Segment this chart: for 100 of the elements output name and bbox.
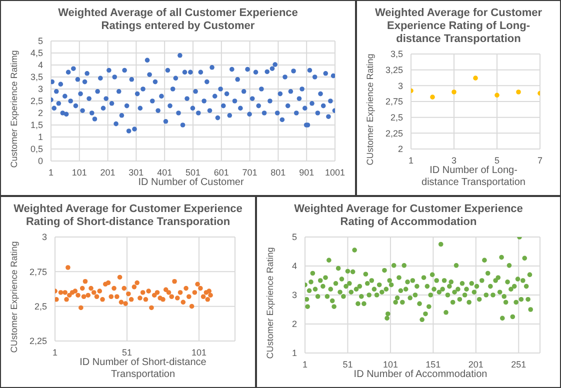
point: [66, 265, 70, 270]
point: [178, 290, 183, 295]
point: [72, 288, 78, 294]
point: [205, 297, 210, 302]
chart-title: Weighted Average of all Customer Experience Ratings entered by Customer: [57, 6, 299, 34]
point: [88, 286, 94, 291]
x-tick-label: 1: [52, 347, 58, 358]
chart-title: Weighted Average for Customer Experience Rating of Long-distance Transportation: [374, 6, 544, 47]
y-tick-label: 0,5: [30, 144, 43, 154]
y-tick-label: 2,75: [29, 266, 47, 277]
point: [67, 292, 72, 298]
x-tick-label: 401: [157, 167, 172, 178]
point: [206, 288, 212, 294]
x-tick-label: 701: [242, 167, 258, 178]
x-tick-label: 51: [342, 359, 353, 370]
x-tick-label: 1: [408, 155, 414, 166]
x-tick-label: 251: [511, 359, 526, 370]
point: [86, 292, 91, 298]
y-tick-label: 2,5: [30, 96, 43, 106]
x-tick-label: 5: [494, 155, 500, 166]
x-tick-label: 3: [451, 155, 457, 166]
x-tick-label: 201: [468, 359, 484, 370]
y-tick-label: 3: [42, 232, 47, 242]
x-tick-label: 501: [185, 167, 201, 178]
point: [112, 286, 116, 291]
y-axis-title: CUstomer Exprience Rating: [9, 241, 19, 353]
y-tick-label: 2: [38, 108, 43, 118]
point: [198, 286, 203, 291]
y-tick-label: 1,5: [30, 120, 43, 130]
y-tick-label: 1: [38, 132, 43, 142]
y-axis-title: CUstomer Exprience Rating: [265, 247, 275, 359]
point: [169, 294, 174, 300]
point: [117, 274, 122, 280]
y-tick-label: 2,5: [34, 302, 47, 312]
chart-title: Weighted Average for Customer Experience Rating of Short-distance Transporation: [12, 202, 244, 230]
x-tick-label: 1: [48, 167, 54, 178]
point: [143, 297, 148, 302]
y-tick-label: 5: [292, 232, 297, 242]
x-tick-label: 101: [191, 347, 207, 358]
point: [123, 301, 128, 306]
point: [189, 304, 194, 309]
y-tick-label: 3: [292, 290, 297, 300]
point: [430, 94, 435, 100]
point: [154, 290, 160, 295]
point: [163, 287, 168, 292]
y-tick-label: 2,5: [390, 112, 403, 123]
point: [494, 92, 500, 98]
x-tick-label: 151: [426, 359, 441, 370]
point: [200, 294, 206, 300]
y-tick-label: 2,75: [385, 96, 403, 107]
point: [192, 290, 198, 295]
point: [132, 284, 137, 290]
point: [122, 286, 127, 291]
point: [473, 76, 478, 80]
point: [58, 290, 64, 295]
point: [76, 292, 80, 298]
point: [97, 288, 102, 294]
point: [108, 294, 114, 300]
x-tick-label: 101: [72, 167, 87, 178]
point: [180, 300, 186, 305]
y-tick-label: 4: [292, 261, 297, 272]
point: [186, 294, 192, 300]
chart-title: Weighted Average for Customer Experience Rating of Accommodation: [293, 202, 524, 230]
y-tick-label: 3,5: [30, 72, 43, 82]
y-axis-title: Customer Experience Ratimg: [9, 50, 19, 168]
y-tick-label: 4,5: [30, 48, 43, 58]
x-tick-label: 101: [382, 359, 398, 370]
x-tick-label: 901: [299, 167, 314, 178]
point: [175, 296, 180, 300]
point: [452, 90, 456, 94]
point: [126, 291, 131, 296]
x-axis-title: ID Number of Customer: [137, 177, 245, 189]
point: [82, 278, 88, 284]
point: [140, 290, 146, 295]
x-axis-title: ID Number of Short-distance Transportation: [78, 357, 208, 381]
x-tick-label: 1001: [324, 167, 346, 178]
x-axis-title: ID Number of Accommodation: [352, 369, 488, 381]
y-axis-title: CUstomer Exprience Rating: [365, 54, 375, 166]
y-tick-label: 4: [38, 60, 43, 70]
x-tick-label: 301: [128, 167, 144, 178]
point: [94, 294, 100, 300]
point: [91, 290, 96, 295]
point: [152, 292, 157, 298]
point: [55, 297, 59, 302]
point: [64, 297, 69, 302]
y-tick-label: 2: [292, 319, 297, 330]
y-tick-label: 3,5: [390, 49, 403, 60]
y-tick-label: 2,25: [385, 128, 403, 138]
x-tick-label: 51: [122, 347, 132, 358]
y-tick-label: 2: [398, 144, 403, 154]
x-axis-title: ID Number of Long-distance Transportation: [420, 165, 526, 189]
x-tick-label: 801: [270, 167, 286, 178]
y-tick-label: 3: [38, 84, 43, 94]
y-tick-label: 3: [398, 80, 403, 91]
point: [516, 90, 521, 94]
y-tick-label: 5: [38, 36, 43, 46]
point: [80, 286, 85, 291]
y-tick-label: 3,25: [385, 65, 403, 76]
point: [100, 297, 105, 302]
point: [62, 290, 68, 295]
